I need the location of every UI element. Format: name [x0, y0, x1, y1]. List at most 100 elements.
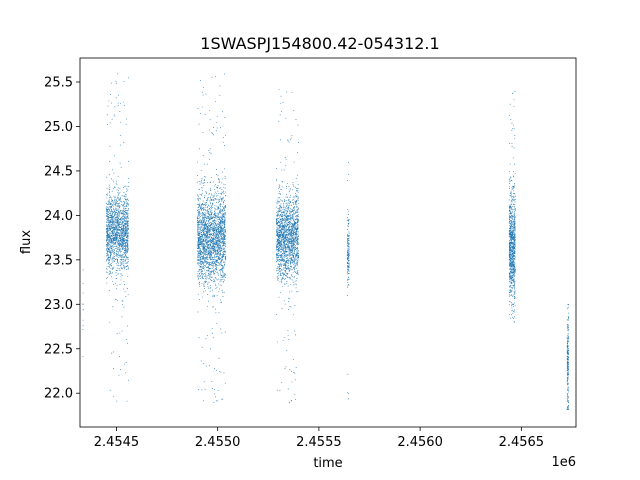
data-point: [219, 242, 220, 244]
data-point: [206, 237, 208, 239]
data-point: [203, 381, 205, 383]
data-point: [107, 204, 109, 206]
data-point: [211, 206, 212, 208]
data-point: [206, 199, 208, 201]
data-point: [122, 229, 124, 231]
data-point: [106, 193, 107, 195]
data-point: [203, 284, 205, 286]
data-point: [292, 199, 294, 201]
data-point: [205, 265, 207, 267]
data-point: [197, 200, 199, 202]
data-point: [223, 216, 225, 218]
data-point: [205, 258, 207, 260]
data-point: [208, 208, 210, 209]
data-point: [280, 224, 281, 225]
data-point: [126, 238, 128, 240]
data-point: [203, 220, 205, 222]
data-point: [127, 229, 129, 231]
data-point: [117, 246, 119, 248]
data-point: [127, 294, 129, 296]
data-point: [127, 228, 129, 230]
data-point: [285, 269, 286, 271]
data-point: [117, 221, 119, 223]
data-point: [288, 185, 290, 187]
data-point: [223, 224, 225, 226]
data-point: [224, 241, 226, 243]
data-point: [225, 259, 227, 260]
data-point: [125, 194, 127, 196]
data-point: [106, 114, 108, 116]
data-point: [297, 237, 299, 239]
data-point: [109, 226, 111, 228]
data-point: [288, 224, 290, 226]
data-point: [211, 246, 213, 248]
data-point: [281, 186, 283, 188]
data-point: [214, 271, 216, 273]
data-point: [106, 268, 108, 270]
data-point: [112, 204, 114, 206]
data-point: [109, 222, 111, 224]
data-point: [294, 264, 296, 266]
data-point: [116, 299, 118, 301]
data-point: [219, 371, 221, 372]
data-point: [110, 210, 112, 212]
data-point: [215, 197, 217, 199]
data-point: [219, 232, 221, 234]
data-point: [106, 245, 108, 247]
data-point: [201, 235, 203, 237]
data-point: [113, 155, 115, 157]
data-point: [122, 238, 124, 240]
data-point: [213, 250, 215, 252]
data-point: [201, 272, 203, 274]
data-point: [223, 190, 225, 192]
data-point: [285, 270, 287, 272]
data-point: [109, 217, 111, 219]
data-point: [113, 255, 115, 257]
data-point: [107, 262, 109, 264]
data-point: [125, 262, 127, 264]
data-point: [211, 380, 213, 382]
data-point: [213, 213, 215, 215]
data-point: [117, 241, 119, 242]
data-point: [278, 88, 280, 90]
data-point: [112, 230, 113, 232]
data-point: [199, 212, 201, 214]
data-point: [109, 250, 111, 252]
data-point: [296, 190, 298, 191]
data-point: [218, 230, 220, 232]
data-point: [127, 207, 129, 209]
data-point: [282, 274, 284, 275]
data-point: [216, 241, 218, 243]
data-point: [284, 199, 285, 201]
data-point: [213, 226, 215, 228]
data-point: [198, 259, 200, 261]
data-point: [201, 194, 202, 196]
data-point: [116, 264, 118, 266]
data-point: [111, 224, 113, 225]
data-point: [280, 263, 282, 265]
data-point: [199, 258, 201, 260]
data-point: [202, 278, 203, 280]
data-point: [214, 281, 216, 282]
data-point: [278, 201, 280, 203]
data-point: [294, 258, 296, 260]
data-point: [123, 228, 124, 230]
data-point: [221, 265, 223, 266]
data-point: [203, 255, 205, 257]
data-point: [127, 256, 129, 258]
data-point: [215, 242, 217, 244]
data-point: [214, 294, 215, 296]
data-point: [286, 258, 288, 260]
data-point: [112, 240, 114, 242]
data-point: [216, 400, 218, 402]
data-point: [223, 217, 225, 219]
data-point: [297, 152, 299, 153]
data-point: [126, 239, 128, 241]
data-point: [121, 210, 123, 212]
data-point: [202, 219, 204, 221]
data-point: [206, 246, 208, 248]
data-point: [290, 229, 292, 231]
data-point: [224, 183, 226, 185]
data-point: [204, 264, 206, 266]
data-point: [116, 229, 118, 231]
